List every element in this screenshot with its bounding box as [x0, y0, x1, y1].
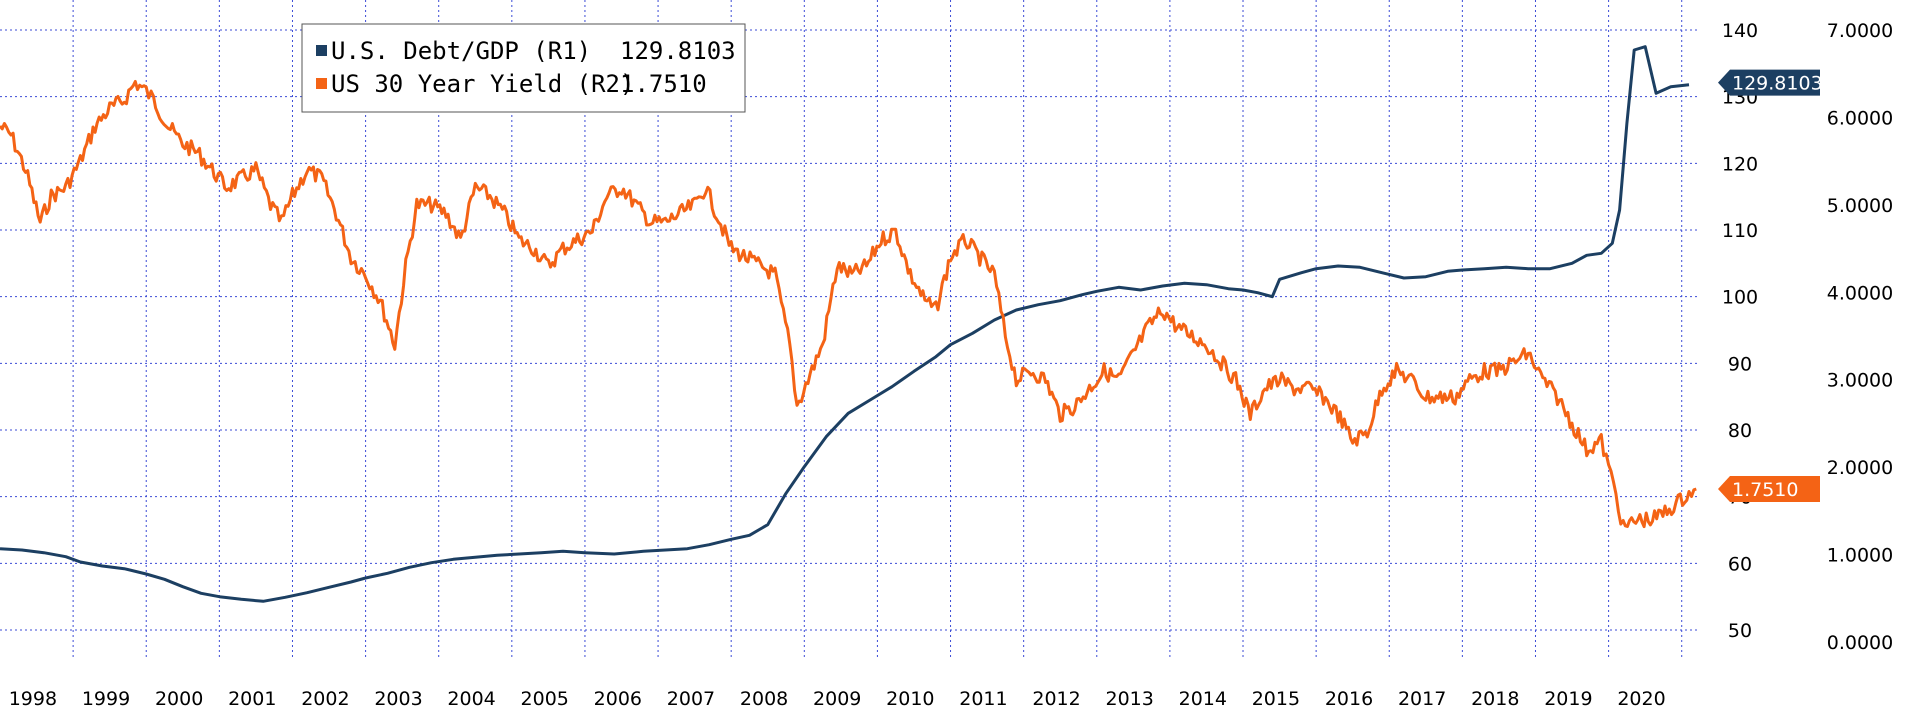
x-tick-2013: 2013	[1105, 688, 1153, 708]
series-debt-gdp	[0, 45, 1690, 603]
x-tick-2012: 2012	[1032, 688, 1080, 708]
right-tick-6.0000: 6.0000	[1827, 107, 1893, 129]
right-tick-7.0000: 7.0000	[1827, 20, 1893, 42]
left-axis-ticks: 1401301201101009080706050	[1722, 20, 1758, 642]
right-tick-1.0000: 1.0000	[1827, 545, 1893, 567]
last-value-badges: 129.8103 1.7510	[1718, 69, 1823, 502]
x-tick-2014: 2014	[1179, 688, 1227, 708]
x-tick-2006: 2006	[594, 688, 642, 708]
legend: U.S. Debt/GDP (R1) 129.8103 US 30 Year Y…	[301, 23, 746, 113]
legend-label-yield: US 30 Year Yield (R2)	[331, 70, 634, 98]
series-30y-yield	[0, 80, 1697, 529]
x-axis-ticks: 1998 1999 2000 2001 2002 2003 2004 2005 2006 2007…	[9, 688, 1666, 708]
right-tick-4.0000: 4.0000	[1827, 282, 1893, 304]
badge-yield-text: 1.7510	[1732, 479, 1798, 501]
right-tick-0.0000: 0.0000	[1827, 632, 1893, 654]
x-tick-2010: 2010	[886, 688, 934, 708]
x-tick-2011: 2011	[959, 688, 1007, 708]
left-tick-80: 80	[1728, 420, 1752, 442]
x-tick-2002: 2002	[301, 688, 349, 708]
x-tick-2019: 2019	[1544, 688, 1592, 708]
x-tick-2004: 2004	[447, 688, 495, 708]
badge-debt-text: 129.8103	[1732, 73, 1823, 95]
left-tick-110: 110	[1722, 220, 1758, 242]
x-tick-1999: 1999	[82, 688, 130, 708]
left-tick-120: 120	[1722, 153, 1758, 175]
legend-value-debt: 129.8103	[620, 37, 736, 65]
left-tick-60: 60	[1728, 553, 1752, 575]
line-series-yield	[0, 80, 1697, 529]
left-tick-100: 100	[1722, 287, 1758, 309]
x-tick-2007: 2007	[667, 688, 715, 708]
x-tick-2016: 2016	[1325, 688, 1373, 708]
left-tick-140: 140	[1722, 20, 1758, 42]
legend-label-debt: U.S. Debt/GDP (R1)	[331, 37, 591, 65]
line-series-debt	[0, 45, 1690, 603]
right-axis-ticks: 7.0000 6.0000 5.0000 4.0000 3.0000 2.0000 1.00…	[1827, 20, 1893, 654]
badge-yield-shape	[1718, 476, 1820, 502]
x-tick-2005: 2005	[521, 688, 569, 708]
x-tick-2018: 2018	[1471, 688, 1519, 708]
x-tick-2000: 2000	[155, 688, 203, 708]
legend-swatch-yield	[316, 78, 327, 89]
left-tick-90: 90	[1728, 353, 1752, 375]
legend-box	[301, 23, 746, 113]
x-tick-2008: 2008	[740, 688, 788, 708]
grid	[0, 0, 1700, 660]
badge-debt-shape	[1718, 69, 1820, 96]
right-tick-2.0000: 2.0000	[1827, 457, 1893, 479]
right-tick-3.0000: 3.0000	[1827, 370, 1893, 392]
x-tick-2001: 2001	[228, 688, 276, 708]
right-tick-5.0000: 5.0000	[1827, 195, 1893, 217]
x-tick-2020: 2020	[1617, 688, 1665, 708]
x-tick-2017: 2017	[1398, 688, 1446, 708]
legend-swatch-debt	[316, 45, 327, 56]
x-tick-1998: 1998	[9, 688, 57, 708]
left-tick-50: 50	[1728, 620, 1752, 642]
x-tick-2003: 2003	[374, 688, 422, 708]
x-tick-2009: 2009	[813, 688, 861, 708]
legend-value-yield: 1.7510	[620, 70, 707, 98]
x-tick-2015: 2015	[1252, 688, 1300, 708]
